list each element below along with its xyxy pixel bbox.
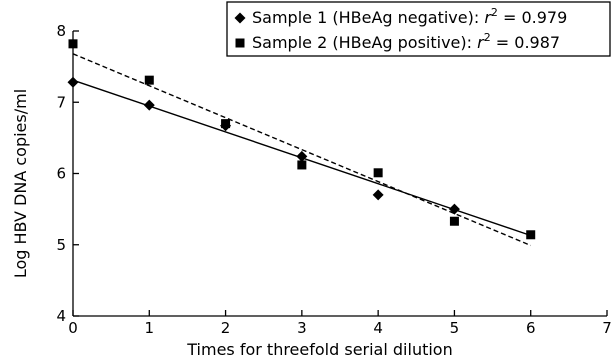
x-tick-label: 5 bbox=[450, 319, 460, 337]
series-2-point bbox=[449, 216, 459, 226]
ticks: 0 1 2 3 4 5 6 7 4 5 6 7 8 bbox=[56, 22, 611, 337]
series-1-point bbox=[296, 150, 308, 162]
y-tick-label: 8 bbox=[56, 22, 66, 40]
x-tick-label: 0 bbox=[68, 319, 78, 337]
y-tick-label: 4 bbox=[56, 307, 66, 325]
x-tick-label: 3 bbox=[297, 319, 307, 337]
series-1-point bbox=[67, 76, 79, 88]
series-2-point bbox=[68, 39, 78, 49]
fit-lines bbox=[72, 53, 531, 247]
legend-marker-1 bbox=[234, 12, 246, 24]
series-1-point bbox=[448, 203, 460, 215]
y-tick-label: 6 bbox=[56, 165, 66, 183]
x-tick-label: 1 bbox=[145, 319, 155, 337]
series-2-point bbox=[373, 168, 383, 178]
legend-marker-2 bbox=[235, 38, 245, 48]
x-tick-label: 6 bbox=[526, 319, 536, 337]
legend-entry-1: Sample 1 (HBeAg negative): r2 = 0.979 bbox=[252, 6, 567, 27]
series-1-point bbox=[143, 99, 155, 111]
x-tick-label: 7 bbox=[602, 319, 612, 337]
x-tick-label: 4 bbox=[373, 319, 383, 337]
y-tick-label: 7 bbox=[56, 93, 66, 111]
legend-box bbox=[226, 1, 611, 57]
legend: Sample 1 (HBeAg negative): r2 = 0.979 Sam… bbox=[226, 1, 611, 57]
series-2-point bbox=[144, 75, 154, 85]
series-1-point bbox=[372, 189, 384, 201]
series-2-fit-line bbox=[72, 53, 531, 247]
series-2-point bbox=[221, 119, 231, 129]
x-axis-title: Times for threefold serial dilution bbox=[186, 340, 452, 359]
axes bbox=[72, 31, 607, 317]
y-axis-title: Log HBV DNA copies/ml bbox=[11, 89, 30, 278]
series-2-point bbox=[526, 230, 536, 240]
y-tick-label: 5 bbox=[56, 236, 66, 254]
legend-entry-2: Sample 2 (HBeAg positive): r2 = 0.987 bbox=[252, 31, 560, 52]
series-2-point bbox=[297, 160, 307, 170]
x-tick-label: 2 bbox=[221, 319, 231, 337]
data-points bbox=[67, 39, 536, 240]
